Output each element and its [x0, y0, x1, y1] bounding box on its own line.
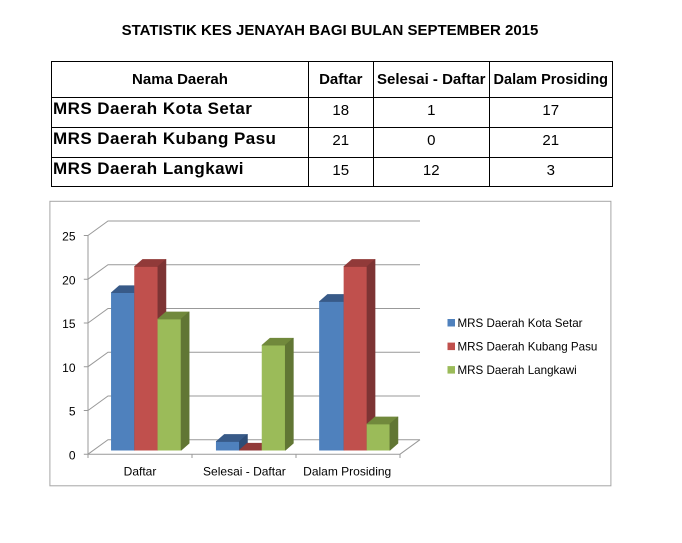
svg-text:20: 20	[62, 273, 76, 287]
svg-text:Dalam Prosiding: Dalam Prosiding	[303, 464, 391, 478]
svg-text:Daftar: Daftar	[124, 464, 157, 478]
svg-text:10: 10	[62, 361, 76, 375]
svg-text:MRS Daerah Langkawi: MRS Daerah Langkawi	[458, 364, 577, 377]
svg-text:15: 15	[62, 317, 76, 331]
svg-text:0: 0	[69, 448, 76, 462]
svg-text:Selesai - Daftar: Selesai - Daftar	[203, 464, 286, 478]
svg-text:MRS Daerah Kubang Pasu: MRS Daerah Kubang Pasu	[458, 341, 598, 354]
svg-text:5: 5	[69, 405, 76, 419]
svg-text:MRS Daerah Kota Setar: MRS Daerah Kota Setar	[458, 317, 583, 330]
svg-text:25: 25	[62, 230, 76, 244]
